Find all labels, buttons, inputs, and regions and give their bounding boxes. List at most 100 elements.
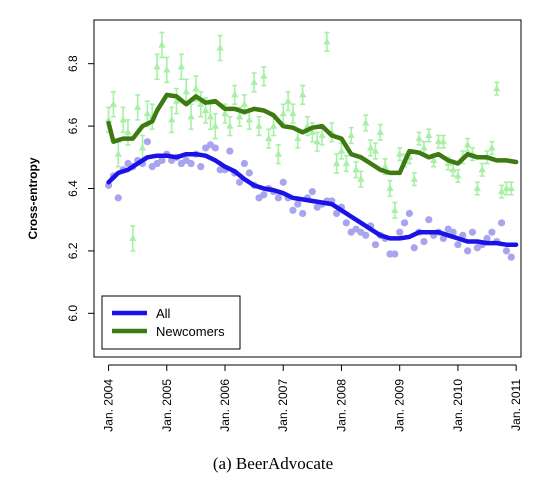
- newcomers-point: [187, 112, 195, 120]
- newcomers-point: [502, 184, 511, 192]
- x-tick-label: Jan. 2004: [102, 379, 116, 432]
- x-tick-label: Jan. 2010: [451, 379, 465, 432]
- all-point: [488, 228, 496, 236]
- all-point: [497, 219, 506, 227]
- newcomers-point: [381, 162, 389, 170]
- all-point: [260, 191, 268, 199]
- newcomers-point: [493, 84, 501, 92]
- newcomers-point: [177, 62, 185, 70]
- newcomers-point: [138, 143, 147, 151]
- x-tick-label: Jan. 2006: [218, 379, 232, 432]
- all-point: [454, 241, 462, 249]
- x-tick-label: Jan. 2005: [160, 379, 174, 432]
- newcomers-point: [231, 90, 239, 98]
- newcomers-series-line: [106, 92, 519, 176]
- all-point: [211, 144, 219, 152]
- newcomers-point: [158, 40, 166, 48]
- newcomers-point: [211, 122, 219, 129]
- cross-entropy-chart: 6.06.26.46.66.8 Jan. 2004 Jan. 2005 Jan. 2…: [26, 19, 523, 432]
- newcomers-point: [507, 184, 515, 192]
- all-point: [425, 216, 433, 224]
- all-point: [396, 228, 404, 236]
- all-point: [294, 200, 302, 208]
- y-axis-title: Cross-entropy: [26, 157, 40, 239]
- newcomers-point: [473, 184, 481, 192]
- newcomers-point: [439, 137, 447, 145]
- all-point: [143, 138, 151, 146]
- newcomers-point: [449, 165, 457, 173]
- newcomers-point: [376, 128, 384, 135]
- newcomers-point: [488, 143, 496, 151]
- newcomers-point-layer: [104, 31, 515, 252]
- newcomers-point: [124, 128, 132, 135]
- newcomers-point: [153, 62, 161, 70]
- newcomers-point: [255, 122, 263, 129]
- newcomers-point: [163, 65, 171, 73]
- all-point: [410, 244, 418, 252]
- newcomers-point: [454, 172, 462, 179]
- newcomers-point: [240, 100, 249, 107]
- newcomers-point: [129, 234, 137, 242]
- newcomers-point: [420, 143, 428, 151]
- all-point: [299, 209, 307, 218]
- newcomers-point: [109, 100, 118, 107]
- y-tick-label: 6.8: [66, 55, 80, 72]
- newcomers-point: [333, 159, 341, 167]
- newcomers-point: [391, 206, 399, 213]
- x-tick-label: Jan. 2011: [509, 379, 523, 431]
- all-point: [420, 237, 428, 246]
- newcomers-point: [221, 109, 229, 117]
- all-point: [240, 159, 249, 168]
- newcomers-point: [250, 78, 258, 86]
- newcomers-point: [352, 165, 360, 173]
- newcomers-point: [337, 147, 346, 154]
- newcomers-point: [425, 131, 433, 139]
- newcomers-point: [168, 115, 176, 123]
- x-axis: Jan. 2004 Jan. 2005 Jan. 2006 Jan. 2007 Jan.…: [102, 364, 523, 432]
- all-point: [333, 209, 341, 218]
- newcomers-point: [497, 187, 506, 195]
- newcomers-point: [347, 131, 355, 139]
- newcomers-point: [192, 84, 200, 92]
- all-point: [289, 206, 297, 214]
- newcomers-point: [362, 118, 370, 126]
- all-point: [158, 156, 166, 165]
- newcomers-point: [260, 72, 268, 79]
- all-point: [371, 241, 380, 249]
- newcomers-point: [265, 134, 273, 142]
- newcomers-point: [202, 106, 210, 114]
- newcomers-point: [415, 134, 423, 142]
- newcomers-point: [245, 115, 253, 123]
- y-tick-label: 6.0: [66, 305, 80, 322]
- newcomers-point: [279, 109, 287, 117]
- all-point: [483, 234, 491, 243]
- all-point: [274, 194, 282, 202]
- all-point: [187, 159, 195, 168]
- all-point: [308, 188, 316, 196]
- all-point: [405, 209, 413, 218]
- newcomers-point: [299, 90, 307, 98]
- newcomers-point: [216, 44, 224, 51]
- all-point: [235, 178, 244, 186]
- all-point: [245, 169, 253, 177]
- newcomers-point: [182, 87, 190, 95]
- all-point: [468, 228, 477, 236]
- all-point: [464, 247, 472, 255]
- newcomers-point: [444, 159, 452, 167]
- y-tick-label: 6.2: [66, 242, 80, 259]
- x-tick-label: Jan. 2008: [334, 379, 348, 432]
- newcomers-point: [119, 115, 127, 123]
- all-series-line: [106, 151, 519, 247]
- newcomers-point: [430, 156, 438, 164]
- newcomers-point: [235, 112, 244, 120]
- newcomers-point: [366, 143, 375, 151]
- legend-label-newcomers: Newcomers: [156, 324, 225, 339]
- y-tick-label: 6.6: [66, 117, 80, 134]
- legend: All Newcomers: [101, 295, 241, 350]
- newcomers-point: [114, 150, 122, 157]
- all-point: [502, 247, 511, 255]
- newcomers-point: [464, 140, 472, 148]
- all-point: [114, 194, 122, 202]
- newcomers-point: [323, 37, 331, 45]
- newcomers-point: [269, 122, 278, 129]
